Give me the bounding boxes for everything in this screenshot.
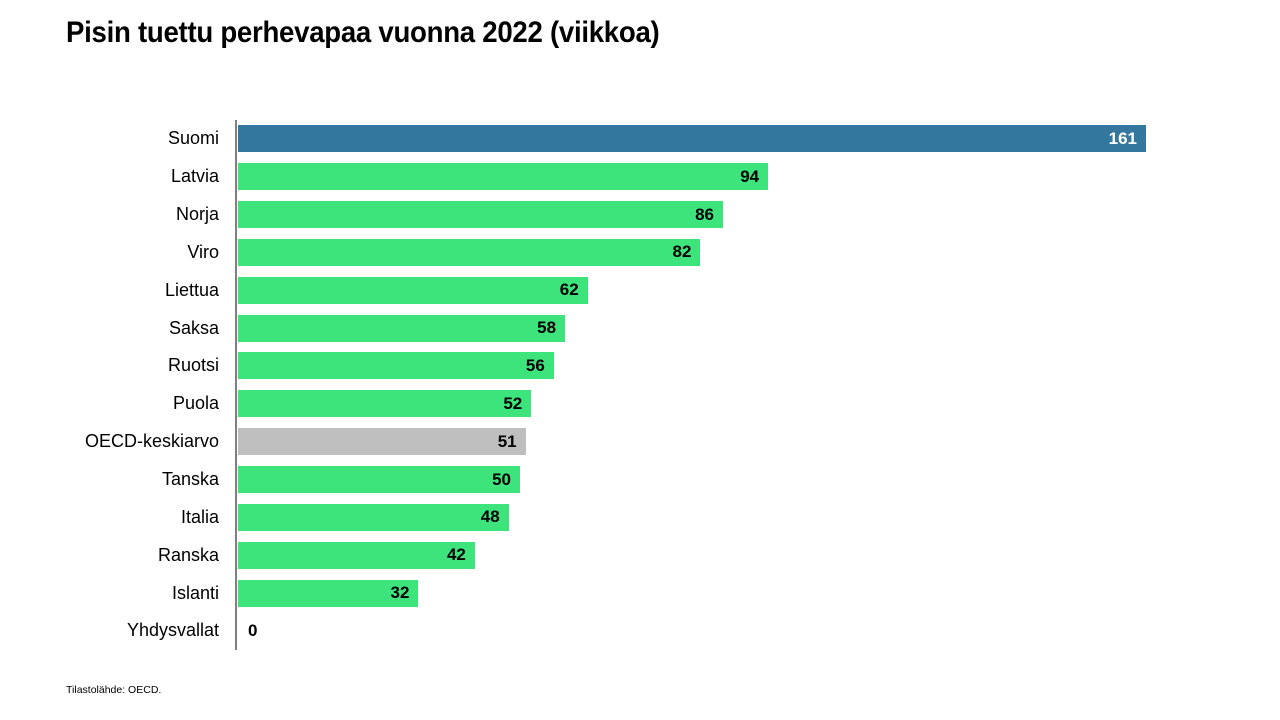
value-label: 51 — [497, 431, 517, 451]
bar-row: Saksa 58 — [0, 309, 1220, 347]
category-label: Viro — [187, 241, 219, 262]
bar-track: 48 — [238, 503, 1146, 531]
bar: 62 — [238, 276, 588, 304]
bar-row: Ruotsi 56 — [0, 347, 1220, 385]
value-label: 32 — [390, 583, 410, 603]
bar: 58 — [238, 314, 566, 342]
bar-row: OECD-keskiarvo 51 — [0, 423, 1220, 461]
category-label: Yhdysvallat — [126, 620, 219, 641]
value-label: 161 — [1108, 128, 1137, 148]
bar-track: 161 — [238, 125, 1146, 153]
category-label: Norja — [175, 204, 219, 225]
category-label: Italia — [180, 506, 219, 527]
bar-track: 50 — [238, 466, 1146, 494]
category-label: Ranska — [157, 544, 219, 565]
category-label: Liettua — [164, 279, 219, 300]
value-label: 50 — [492, 469, 511, 489]
bar-track: 0 — [238, 617, 1146, 644]
bar: 51 — [238, 428, 526, 456]
category-label: Tanska — [161, 469, 219, 490]
bar: 48 — [238, 503, 509, 531]
value-label: 94 — [740, 166, 760, 186]
bar: 82 — [238, 238, 701, 266]
bar-track: 52 — [238, 390, 1146, 418]
category-label: OECD-keskiarvo — [84, 431, 219, 452]
bar-row: Yhdysvallat 0 — [0, 612, 1220, 650]
bar: 50 — [238, 466, 520, 494]
category-label: Saksa — [168, 317, 219, 338]
bar: 52 — [238, 390, 532, 418]
bar-row: Liettua 62 — [0, 271, 1220, 309]
bar-rows: Suomi 161 Latvia 94 Norja 86 Viro 82 Liettua 62 Sa… — [0, 120, 1220, 650]
bar-track: 94 — [238, 163, 1146, 191]
bar-row: Viro 82 — [0, 234, 1220, 272]
category-label: Puola — [172, 393, 219, 414]
bar-row: Italia 48 — [0, 498, 1220, 536]
value-label: 0 — [248, 620, 258, 640]
bar-track: 32 — [238, 579, 1146, 607]
bar-track: 51 — [238, 428, 1146, 456]
bar-track: 42 — [238, 541, 1146, 569]
bar-row: Tanska 50 — [0, 461, 1220, 499]
bar-track: 62 — [238, 276, 1146, 304]
category-label: Suomi — [167, 128, 219, 149]
bar-row: Latvia 94 — [0, 158, 1220, 196]
value-label: 62 — [559, 280, 579, 300]
value-label: 86 — [695, 204, 715, 224]
value-label: 56 — [525, 355, 545, 375]
bar-row: Ranska 42 — [0, 536, 1220, 574]
source-note: Tilastolähde: OECD. — [66, 684, 162, 696]
bar-track: 82 — [238, 238, 1146, 266]
bar-track: 56 — [238, 352, 1146, 380]
bar-chart: Suomi 161 Latvia 94 Norja 86 Viro 82 Liettua 62 Sa… — [0, 120, 1220, 650]
bar-row: Norja 86 — [0, 196, 1220, 234]
bar-row: Islanti 32 — [0, 574, 1220, 612]
bar: 94 — [238, 163, 769, 191]
bar: 42 — [238, 541, 475, 569]
value-label: 58 — [537, 318, 557, 338]
y-axis-line — [235, 120, 237, 650]
bar-row: Puola 52 — [0, 385, 1220, 423]
value-label: 42 — [446, 545, 466, 565]
bar-track: 86 — [238, 201, 1146, 229]
category-label: Latvia — [170, 166, 219, 187]
bar: 56 — [238, 352, 554, 380]
bar-track: 58 — [238, 314, 1146, 342]
value-label: 82 — [672, 242, 692, 262]
bar: 32 — [238, 579, 419, 607]
chart-title: Pisin tuettu perhevapaa vuonna 2022 (vii… — [66, 16, 660, 49]
category-label: Islanti — [171, 582, 219, 603]
bar: 161 — [238, 125, 1146, 153]
value-label: 52 — [503, 393, 523, 413]
bar-row: Suomi 161 — [0, 120, 1220, 158]
value-label: 48 — [480, 507, 500, 527]
bar: 86 — [238, 201, 724, 229]
category-label: Ruotsi — [167, 355, 219, 376]
